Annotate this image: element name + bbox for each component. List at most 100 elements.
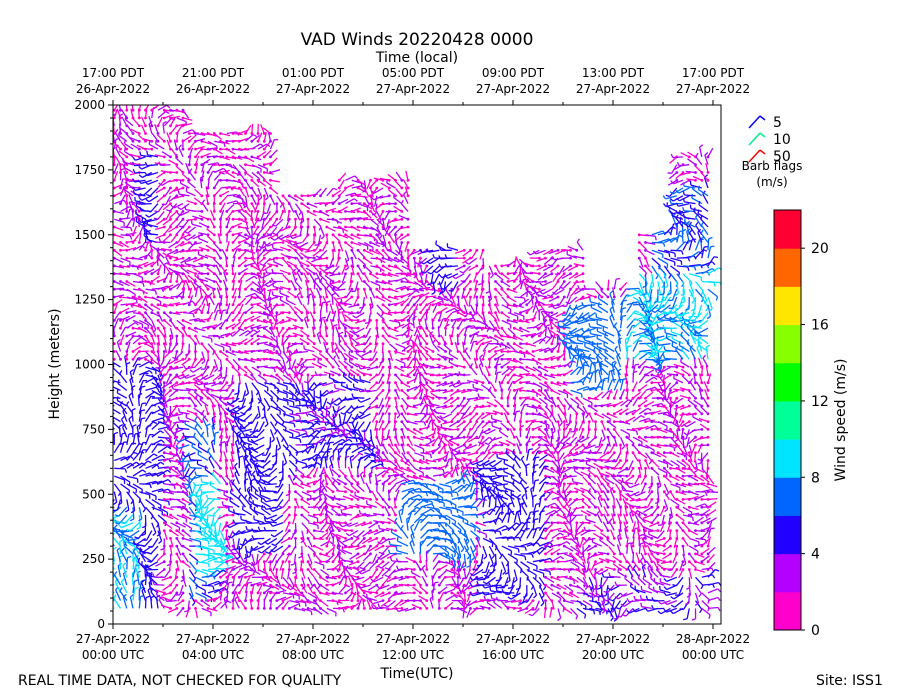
calm-wind-dot xyxy=(306,373,310,377)
wind-barb-flag xyxy=(359,452,364,456)
calm-wind-dot xyxy=(362,248,366,252)
calm-wind-dot xyxy=(187,233,191,237)
wind-barb xyxy=(209,366,215,376)
calm-wind-dot xyxy=(269,591,272,595)
wind-barb-flag xyxy=(145,595,151,599)
wind-barb xyxy=(207,302,211,313)
calm-wind-dot xyxy=(144,256,147,260)
calm-wind-dot xyxy=(325,342,329,346)
wind-barb xyxy=(207,588,219,594)
wind-barb xyxy=(182,553,189,563)
wind-barb xyxy=(273,530,284,538)
calm-wind-dot xyxy=(312,272,316,276)
wind-barb-flag xyxy=(197,450,200,455)
calm-wind-dot xyxy=(344,217,347,221)
wind-barb xyxy=(205,374,215,381)
calm-wind-dot xyxy=(131,334,135,338)
wind-barb xyxy=(263,218,272,228)
wind-barb-flag xyxy=(161,366,166,369)
calm-wind-dot xyxy=(181,326,185,330)
wind-barb-flag xyxy=(317,358,320,363)
wind-barb xyxy=(176,311,187,314)
calm-wind-dot xyxy=(219,575,222,579)
calm-wind-dot xyxy=(362,607,366,610)
wind-barb xyxy=(162,252,171,259)
wind-barb-flag xyxy=(167,501,170,506)
wind-barb xyxy=(162,351,165,362)
wind-barb xyxy=(207,178,210,189)
wind-barb xyxy=(132,257,143,261)
wind-barb xyxy=(174,241,184,249)
wind-barb-flag xyxy=(339,423,344,426)
wind-barb xyxy=(173,436,178,447)
calm-wind-dot xyxy=(162,505,166,509)
calm-wind-dot xyxy=(237,326,241,330)
wind-barb xyxy=(120,462,131,469)
wind-barb xyxy=(126,218,133,228)
calm-wind-dot xyxy=(231,287,235,291)
wind-barb xyxy=(132,351,140,360)
calm-wind-dot xyxy=(219,287,222,291)
calm-wind-dot xyxy=(125,147,129,151)
wind-barb-flag xyxy=(334,346,338,351)
wind-barb xyxy=(164,452,175,456)
wind-barb xyxy=(186,257,196,263)
calm-wind-dot xyxy=(256,155,260,159)
calm-wind-dot xyxy=(181,544,185,548)
wind-barb xyxy=(120,217,131,220)
wind-barb xyxy=(188,584,194,597)
wind-barb xyxy=(157,506,168,514)
wind-barb xyxy=(183,467,190,479)
calm-wind-dot xyxy=(125,194,129,198)
wind-barb xyxy=(144,312,153,321)
wind-barb-flag xyxy=(182,453,186,458)
wind-barb xyxy=(247,522,259,525)
calm-wind-dot xyxy=(262,319,266,322)
calm-wind-dot xyxy=(175,350,179,353)
wind-barb-flag xyxy=(134,579,139,582)
calm-wind-dot xyxy=(275,599,279,602)
wind-barb xyxy=(213,321,223,329)
calm-wind-dot xyxy=(287,194,291,198)
calm-wind-dot xyxy=(137,139,141,143)
wind-barb xyxy=(301,427,313,431)
wind-barb xyxy=(151,296,162,303)
calm-wind-dot xyxy=(156,326,160,330)
wind-barb xyxy=(163,343,168,354)
wind-barb xyxy=(151,417,163,423)
calm-wind-dot xyxy=(337,474,341,478)
wind-barb-flag xyxy=(191,442,194,447)
wind-barb xyxy=(157,426,169,431)
wind-barb xyxy=(132,451,141,461)
calm-wind-dot xyxy=(150,334,154,338)
wind-barb-flag xyxy=(245,556,250,559)
calm-wind-dot xyxy=(113,210,116,213)
calm-wind-dot xyxy=(262,178,266,182)
wind-barb xyxy=(276,553,284,563)
wind-barb xyxy=(363,281,372,290)
calm-wind-dot xyxy=(206,155,210,159)
calm-wind-dot xyxy=(194,599,197,602)
wind-barb-flag xyxy=(189,241,193,246)
calm-wind-dot xyxy=(212,599,216,602)
wind-barb-flag xyxy=(196,507,201,511)
wind-barb-flag xyxy=(148,545,153,548)
calm-wind-dot xyxy=(325,202,329,206)
wind-barb-flag xyxy=(292,476,296,481)
calm-wind-dot xyxy=(331,202,335,206)
wind-barb-flag xyxy=(134,322,139,326)
wind-barb-flag xyxy=(303,389,308,393)
wind-barb xyxy=(120,265,130,268)
calm-wind-dot xyxy=(119,264,122,268)
wind-barb xyxy=(126,314,136,321)
wind-barb xyxy=(141,116,147,127)
calm-wind-dot xyxy=(231,139,235,143)
wind-barb-flag xyxy=(119,370,123,375)
wind-barb xyxy=(151,304,161,311)
calm-wind-dot xyxy=(144,303,147,307)
calm-wind-dot xyxy=(300,295,304,299)
calm-wind-dot xyxy=(262,248,266,252)
wind-barb xyxy=(157,264,162,274)
wind-barb xyxy=(113,443,121,454)
wind-barb xyxy=(173,187,184,192)
